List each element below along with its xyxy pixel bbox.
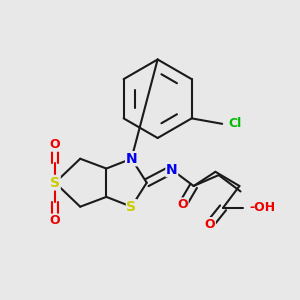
Text: S: S	[127, 200, 136, 214]
Text: O: O	[50, 214, 60, 227]
Text: Cl: Cl	[229, 117, 242, 130]
Text: S: S	[50, 176, 60, 190]
Text: O: O	[177, 198, 188, 211]
Text: O: O	[205, 218, 215, 231]
Text: N: N	[166, 163, 178, 177]
Text: N: N	[126, 152, 137, 166]
Text: -OH: -OH	[249, 201, 275, 214]
Text: O: O	[50, 138, 60, 151]
